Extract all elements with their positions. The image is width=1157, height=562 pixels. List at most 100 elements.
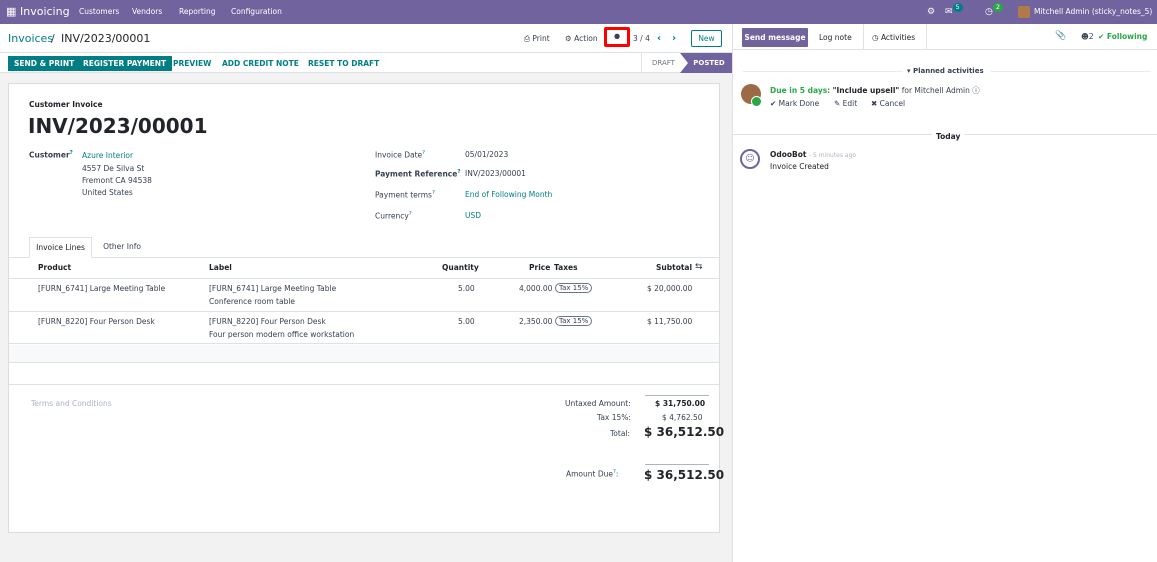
currency-label: Currency?	[375, 211, 412, 221]
payment-terms-label: Payment terms?	[375, 190, 435, 200]
print-icon: ⎙	[524, 34, 530, 43]
status-draft[interactable]: DRAFT	[641, 53, 685, 73]
column-subtotal[interactable]: Subtotal	[656, 263, 693, 272]
print-button[interactable]: ⎙ Print	[524, 24, 550, 53]
row-subtotal: $ 11,750.00	[647, 317, 693, 326]
row-label-1: [FURN_8220] Four Person Desk	[209, 317, 326, 326]
new-label: New	[698, 34, 715, 43]
customer-address-3: United States	[82, 188, 133, 197]
mark-done-button[interactable]: ✔ Mark Done	[770, 99, 820, 108]
activities-icon[interactable]: ◷ 2	[985, 0, 1003, 24]
divider	[926, 24, 927, 49]
message-time: - 5 minutes ago	[808, 152, 857, 159]
column-price[interactable]: Price	[529, 263, 551, 272]
payment-terms[interactable]: End of Following Month	[465, 190, 553, 199]
payment-reference[interactable]: INV/2023/00001	[465, 169, 526, 178]
control-panel: Invoices / INV/2023/00001 ⎙ Print ⚙ Acti…	[0, 24, 732, 53]
customer-label: Customer?	[29, 150, 73, 160]
info-icon[interactable]: ⓘ	[972, 86, 980, 95]
pager-prev-icon[interactable]: ‹	[657, 33, 662, 44]
preview-button[interactable]: PREVIEW	[173, 59, 212, 68]
cancel-activity-button[interactable]: ✖ Cancel	[871, 99, 906, 108]
tax-amount: $ 4,762.50	[662, 413, 703, 422]
reset-to-draft-button[interactable]: RESET TO DRAFT	[308, 59, 380, 68]
planned-activities-toggle[interactable]: ▾ Planned activities	[907, 67, 984, 75]
odoobot-avatar: ☺	[740, 149, 760, 169]
pin-button-highlight[interactable]: ⯄	[604, 27, 630, 47]
messages-icon[interactable]: ✉ 5	[945, 0, 963, 24]
currency[interactable]: USD	[465, 211, 482, 220]
customer-name[interactable]: Azure Interior	[82, 151, 134, 160]
untaxed-amount-label: Untaxed Amount:	[565, 399, 631, 408]
invoice-date-label: Invoice Date?	[375, 150, 426, 160]
tax-label: Tax 15%:	[597, 413, 631, 422]
pin-icon: ⯄	[614, 33, 620, 41]
divider	[9, 384, 719, 385]
following-button[interactable]: ✔ Following	[1098, 32, 1148, 41]
main-navbar: ▦ Invoicing Customers Vendors Reporting …	[0, 0, 1157, 24]
messages-badge: 5	[952, 3, 963, 12]
user-name[interactable]: Mitchell Admin (sticky_notes_5)	[1034, 7, 1153, 16]
followers-button[interactable]: ☻2	[1081, 32, 1094, 41]
bug-icon[interactable]: ⚙	[927, 7, 936, 17]
add-credit-note-button[interactable]: ADD CREDIT NOTE	[222, 59, 299, 68]
form-button-bar: SEND & PRINT REGISTER PAYMENT PREVIEW AD…	[0, 53, 732, 73]
total-label: Total:	[610, 429, 631, 438]
user-avatar[interactable]	[1018, 6, 1030, 18]
column-taxes[interactable]: Taxes	[554, 263, 578, 272]
activity-summary: Due in 5 days: "Include upsell" for Mitc…	[770, 85, 980, 96]
chatter-panel: Send message Log note ◷ Activities 📎 ☻2 …	[732, 24, 1157, 562]
breadcrumb-separator: /	[51, 32, 55, 45]
activity-type-icon	[751, 96, 762, 107]
untaxed-amount: $ 31,750.00	[655, 399, 706, 408]
divider	[991, 71, 1151, 72]
terms-and-conditions[interactable]: Terms and Conditions	[31, 399, 112, 408]
register-payment-button[interactable]: REGISTER PAYMENT	[77, 56, 173, 71]
tab-invoice-lines[interactable]: Invoice Lines	[29, 237, 92, 258]
send-print-button[interactable]: SEND & PRINT	[8, 56, 81, 71]
new-button[interactable]: New	[691, 30, 722, 47]
column-label[interactable]: Label	[209, 263, 232, 272]
customer-address-2: Fremont CA 94538	[82, 176, 152, 185]
pager-value[interactable]: 3 / 4	[633, 34, 650, 43]
menu-configuration[interactable]: Configuration	[231, 7, 282, 16]
menu-vendors[interactable]: Vendors	[132, 7, 163, 16]
app-name[interactable]: Invoicing	[20, 5, 70, 18]
menu-customers[interactable]: Customers	[79, 7, 120, 16]
pager-next-icon[interactable]: ›	[672, 33, 677, 44]
invoice-date[interactable]: 05/01/2023	[465, 150, 509, 159]
log-note-button[interactable]: Log note	[819, 33, 852, 42]
activities-button[interactable]: ◷ Activities	[872, 33, 916, 42]
amount-due: $ 36,512.50	[644, 468, 725, 482]
message-body: Invoice Created	[770, 162, 829, 171]
action-button[interactable]: ⚙ Action	[565, 24, 598, 53]
column-product[interactable]: Product	[38, 263, 72, 272]
menu-reporting[interactable]: Reporting	[179, 7, 216, 16]
row-quantity: 5.00	[458, 317, 475, 326]
activities-badge: 2	[992, 3, 1003, 12]
row-product: [FURN_6741] Large Meeting Table	[38, 284, 166, 293]
invoice-sheet: Customer Invoice INV/2023/00001 Customer…	[8, 83, 724, 533]
row-label-1: [FURN_6741] Large Meeting Table	[209, 284, 337, 293]
row-price: 2,350.00	[519, 317, 553, 326]
status-posted[interactable]: POSTED	[680, 53, 732, 73]
tab-other-info[interactable]: Other Info	[103, 242, 141, 251]
divider	[863, 24, 864, 49]
row-subtotal: $ 20,000.00	[647, 284, 693, 293]
table-row[interactable]: [FURN_6741] Large Meeting Table [FURN_67…	[9, 279, 719, 312]
column-quantity[interactable]: Quantity	[442, 263, 479, 272]
customer-address-1: 4557 De Silva St	[82, 164, 145, 173]
row-price: 4,000.00	[519, 284, 553, 293]
invoice-number: INV/2023/00001	[28, 114, 208, 138]
apps-menu-icon[interactable]: ▦	[6, 5, 17, 18]
date-separator: Today	[932, 132, 965, 141]
row-tax-badge: Tax 15%	[555, 316, 593, 326]
optional-columns-icon[interactable]: ⇆	[695, 262, 703, 272]
breadcrumb-current: INV/2023/00001	[61, 32, 151, 45]
edit-activity-button[interactable]: ✎ Edit	[834, 99, 858, 108]
send-message-button[interactable]: Send message	[742, 28, 808, 47]
paperclip-icon[interactable]: 📎	[1055, 31, 1067, 41]
breadcrumb-parent[interactable]: Invoices	[8, 32, 54, 45]
table-row[interactable]: [FURN_8220] Four Person Desk [FURN_8220]…	[9, 312, 719, 344]
print-label: Print	[532, 34, 550, 43]
